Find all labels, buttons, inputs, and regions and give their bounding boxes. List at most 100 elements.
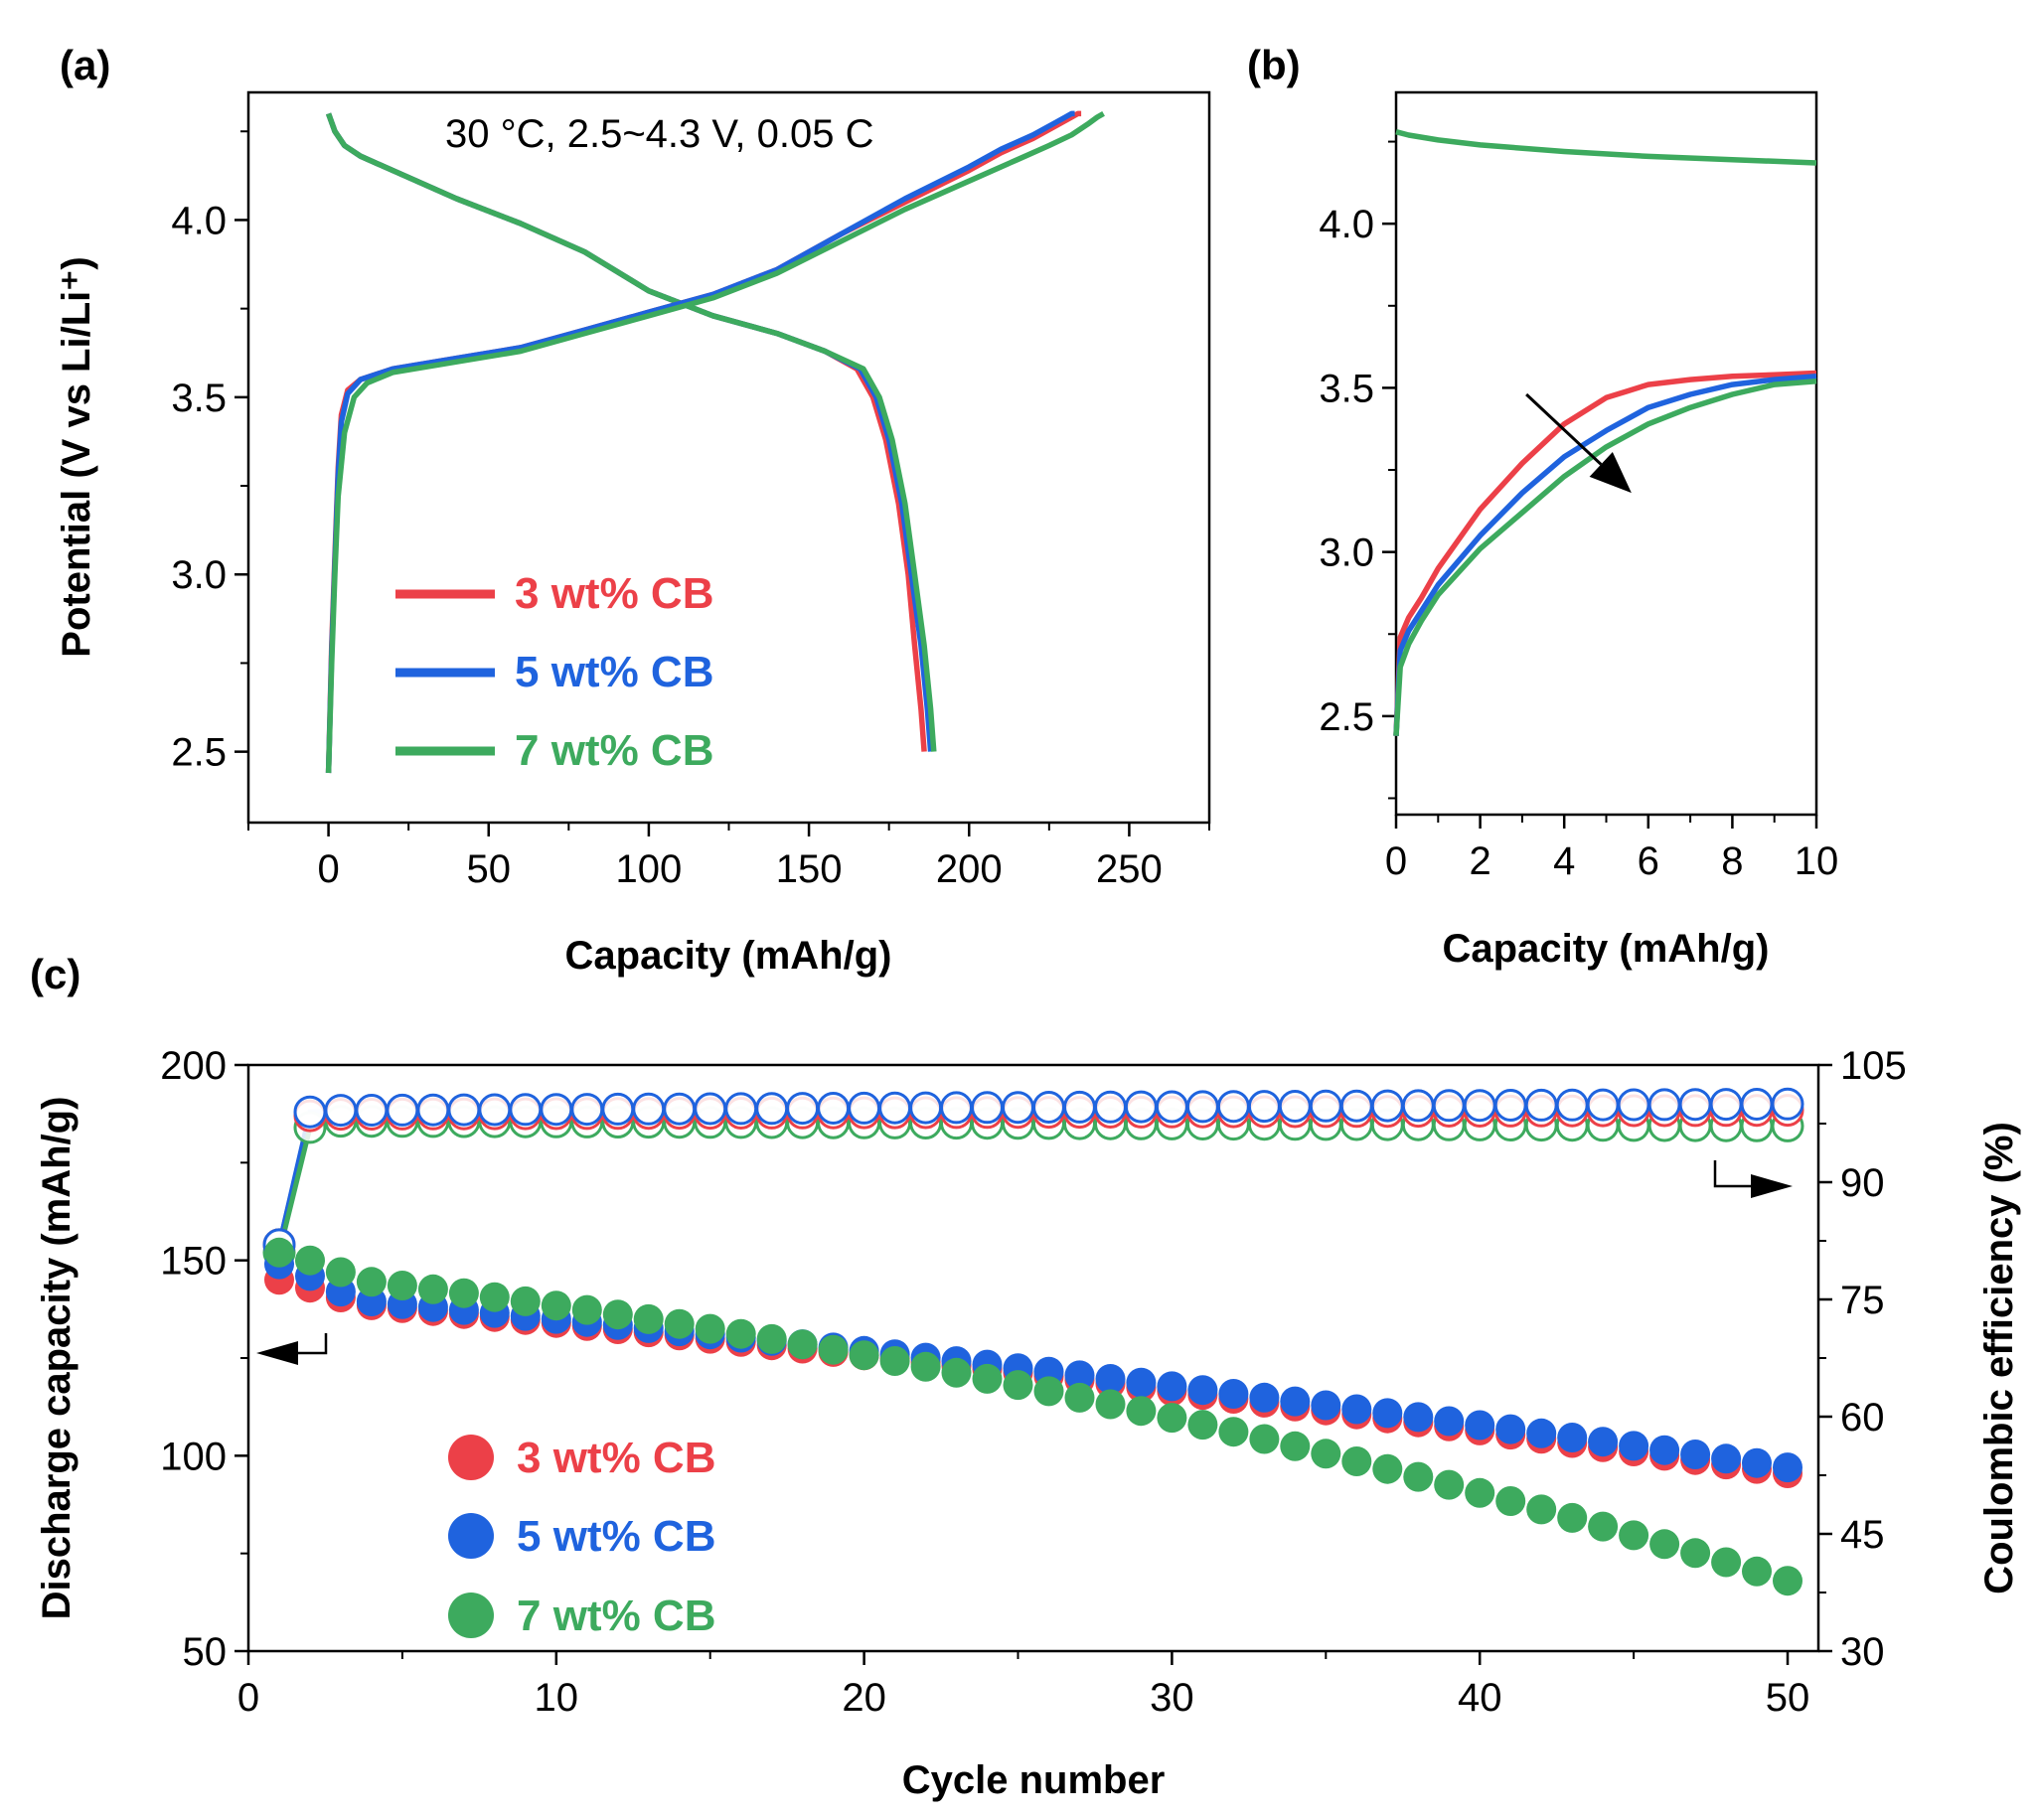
a-y-tick-label-0: 2.5 xyxy=(171,731,227,775)
b-x-tick-label-2: 4 xyxy=(1553,839,1575,883)
c-x-tick-label-4: 40 xyxy=(1458,1676,1502,1720)
c-y2-tick-label-1: 45 xyxy=(1840,1513,1885,1557)
chart-b-trend-arrow-head xyxy=(1589,452,1632,494)
legend-c-label-7wt: 7 wt% CB xyxy=(517,1592,715,1640)
c-x-tick-label-0: 0 xyxy=(237,1676,259,1720)
c-y2-tick-label-0: 30 xyxy=(1840,1630,1885,1674)
point-c-efficiency-5wt-33 xyxy=(1247,1090,1281,1124)
point-c-capacity-7wt-35 xyxy=(1311,1439,1341,1469)
point-c-capacity-7wt-4 xyxy=(356,1267,387,1297)
point-c-efficiency-5wt-42 xyxy=(1524,1088,1558,1122)
point-c-efficiency-5wt-21 xyxy=(878,1091,912,1125)
point-c-efficiency-5wt-2 xyxy=(293,1095,327,1129)
point-c-capacity-5wt-37 xyxy=(1372,1398,1403,1429)
point-c-capacity-7wt-47 xyxy=(1680,1538,1711,1569)
point-c-capacity-7wt-31 xyxy=(1187,1410,1218,1441)
point-c-capacity-7wt-32 xyxy=(1218,1417,1249,1447)
point-c-capacity-5wt-30 xyxy=(1157,1371,1187,1402)
a-y-tick-label-2: 3.5 xyxy=(171,377,227,420)
point-c-efficiency-5wt-4 xyxy=(355,1094,389,1127)
point-c-efficiency-5wt-47 xyxy=(1678,1088,1712,1122)
point-c-efficiency-5wt-29 xyxy=(1124,1090,1158,1124)
point-c-efficiency-5wt-38 xyxy=(1401,1089,1435,1123)
point-c-capacity-7wt-6 xyxy=(417,1274,448,1304)
chart-c-right-axis-indicator xyxy=(1713,1160,1793,1198)
panel-c-label: (c) xyxy=(30,951,80,997)
point-c-efficiency-5wt-41 xyxy=(1493,1089,1527,1122)
point-c-efficiency-5wt-26 xyxy=(1032,1091,1065,1124)
b-y-tick-label-0: 2.5 xyxy=(1319,695,1374,739)
point-c-efficiency-5wt-31 xyxy=(1185,1090,1219,1124)
chart-b-x-ticks: 0 2 4 6 8 10 xyxy=(1385,815,1838,883)
point-c-capacity-5wt-47 xyxy=(1680,1440,1711,1469)
chart-a-x-ticks: 0 50 100 150 200 250 xyxy=(247,823,1210,891)
point-c-capacity-7wt-30 xyxy=(1157,1403,1187,1434)
chart-c-xlabel: Cycle number xyxy=(902,1758,1166,1802)
point-c-efficiency-5wt-5 xyxy=(386,1093,419,1127)
point-c-efficiency-5wt-10 xyxy=(540,1093,573,1127)
point-c-capacity-5wt-38 xyxy=(1403,1402,1434,1433)
point-c-capacity-7wt-43 xyxy=(1557,1502,1588,1533)
chart-c-legend: 3 wt% CB 5 wt% CB 7 wt% CB xyxy=(448,1434,715,1640)
point-c-capacity-7wt-11 xyxy=(571,1294,602,1325)
c-x-tick-label-5: 50 xyxy=(1766,1676,1810,1720)
c-x-tick-label-3: 30 xyxy=(1150,1676,1194,1720)
b-y-tick-label-3: 4.0 xyxy=(1319,203,1374,246)
point-c-efficiency-5wt-28 xyxy=(1094,1090,1127,1124)
point-c-efficiency-5wt-18 xyxy=(786,1092,820,1126)
a-x-tick-label-5: 250 xyxy=(1096,847,1163,891)
point-c-capacity-7wt-7 xyxy=(448,1278,479,1308)
b-x-tick-label-5: 10 xyxy=(1795,839,1839,883)
point-c-efficiency-5wt-22 xyxy=(909,1091,943,1125)
point-c-efficiency-5wt-19 xyxy=(817,1092,851,1125)
point-c-efficiency-5wt-43 xyxy=(1555,1088,1589,1122)
chart-c-y-ticks: 50 100 150 200 xyxy=(160,1044,248,1674)
point-c-capacity-5wt-45 xyxy=(1619,1431,1649,1461)
point-c-capacity-7wt-39 xyxy=(1434,1469,1465,1500)
a-y-tick-label-1: 3.0 xyxy=(171,553,227,597)
point-c-capacity-7wt-14 xyxy=(664,1308,695,1339)
legend-a-label-7wt: 7 wt% CB xyxy=(515,726,713,775)
line-b-charge-5wt xyxy=(1393,374,1817,736)
point-c-capacity-7wt-45 xyxy=(1619,1520,1649,1551)
point-c-capacity-7wt-24 xyxy=(972,1363,1003,1394)
point-c-capacity-7wt-29 xyxy=(1126,1396,1157,1427)
point-c-efficiency-5wt-45 xyxy=(1617,1088,1650,1122)
panel-b-label: (b) xyxy=(1247,42,1301,88)
point-c-capacity-7wt-23 xyxy=(941,1357,972,1388)
point-c-efficiency-5wt-27 xyxy=(1063,1090,1096,1124)
point-c-capacity-7wt-48 xyxy=(1711,1547,1742,1578)
point-c-efficiency-5wt-50 xyxy=(1771,1087,1804,1121)
c-y-tick-label-2: 150 xyxy=(160,1240,227,1284)
b-y-tick-label-1: 3.0 xyxy=(1319,531,1374,575)
line-a-charge-5wt xyxy=(325,110,1075,774)
legend-c-marker-5wt xyxy=(448,1513,494,1559)
b-x-tick-label-4: 8 xyxy=(1721,839,1743,883)
point-c-capacity-5wt-46 xyxy=(1649,1435,1680,1465)
point-c-capacity-7wt-41 xyxy=(1495,1486,1526,1516)
chart-a-annotation: 30 °C, 2.5~4.3 V, 0.05 C xyxy=(445,112,873,156)
point-c-capacity-7wt-50 xyxy=(1773,1566,1802,1596)
point-c-capacity-5wt-28 xyxy=(1095,1364,1126,1394)
point-c-capacity-7wt-3 xyxy=(325,1257,356,1288)
point-c-capacity-7wt-5 xyxy=(387,1271,417,1300)
line-a-discharge-7wt xyxy=(326,112,937,752)
point-c-efficiency-5wt-15 xyxy=(694,1092,727,1126)
point-c-capacity-5wt-50 xyxy=(1773,1452,1802,1483)
a-y-tick-label-3: 4.0 xyxy=(171,199,227,242)
point-c-efficiency-5wt-23 xyxy=(940,1091,973,1125)
point-c-capacity-5wt-42 xyxy=(1526,1418,1557,1448)
chart-b: 0 2 4 6 8 10 2.5 3.0 3.5 4.0 Capacity (mAh/g) xyxy=(1319,90,1838,971)
chart-c-series xyxy=(262,1087,1804,1596)
point-c-efficiency-5wt-3 xyxy=(324,1094,358,1128)
point-c-efficiency-5wt-37 xyxy=(1370,1089,1404,1123)
point-c-capacity-5wt-36 xyxy=(1341,1394,1372,1425)
b-y-tick-label-2: 3.5 xyxy=(1319,367,1374,410)
point-c-capacity-5wt-35 xyxy=(1311,1390,1341,1421)
point-c-capacity-5wt-27 xyxy=(1064,1360,1095,1391)
legend-c-label-5wt: 5 wt% CB xyxy=(517,1512,715,1561)
chart-b-series xyxy=(1393,129,1817,736)
point-c-capacity-5wt-48 xyxy=(1711,1443,1742,1474)
point-c-efficiency-5wt-48 xyxy=(1709,1088,1743,1122)
point-c-efficiency-5wt-46 xyxy=(1647,1088,1681,1122)
